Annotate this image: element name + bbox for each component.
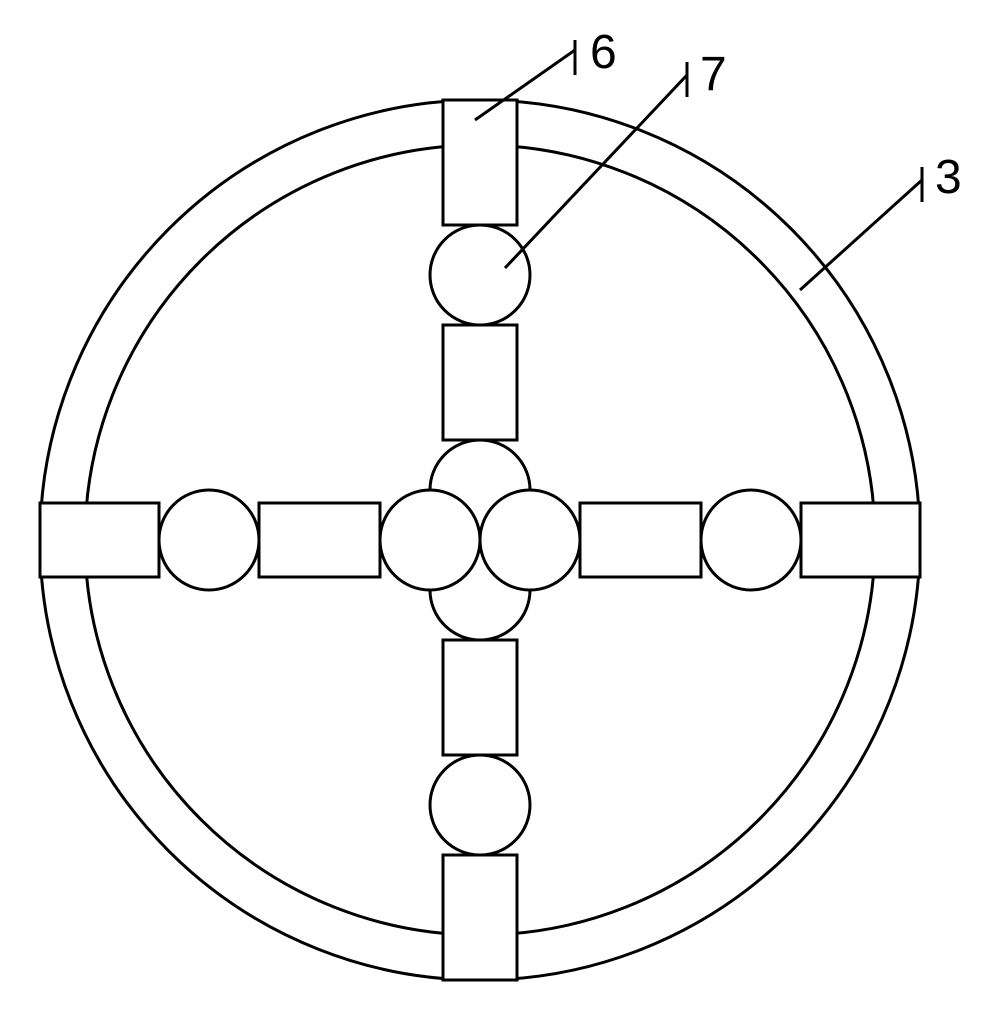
rect-segment	[443, 855, 517, 980]
rect-segment	[443, 640, 517, 755]
rect-segment	[580, 503, 701, 577]
circle-node	[430, 755, 530, 855]
leader-line-6	[475, 50, 575, 120]
diagram-svg	[0, 0, 1002, 1027]
callout-label-7: 7	[700, 47, 727, 102]
circle-node	[701, 490, 801, 590]
rect-segment	[259, 503, 380, 577]
arm-top	[430, 100, 530, 540]
circle-node	[480, 490, 580, 590]
rect-segment	[40, 503, 159, 577]
rect-segment	[443, 100, 517, 225]
rect-segment	[801, 503, 920, 577]
circle-node	[159, 490, 259, 590]
arm-right	[480, 490, 920, 590]
circle-node	[430, 225, 530, 325]
circle-node	[380, 490, 480, 590]
callout-label-3: 3	[935, 150, 962, 205]
callout-label-6: 6	[590, 25, 617, 80]
arm-left	[40, 490, 480, 590]
callout-leaders	[475, 40, 922, 290]
rect-segment	[443, 325, 517, 440]
diagram-container	[0, 0, 1002, 1032]
arm-bottom	[430, 540, 530, 980]
leader-line-3	[800, 180, 922, 290]
